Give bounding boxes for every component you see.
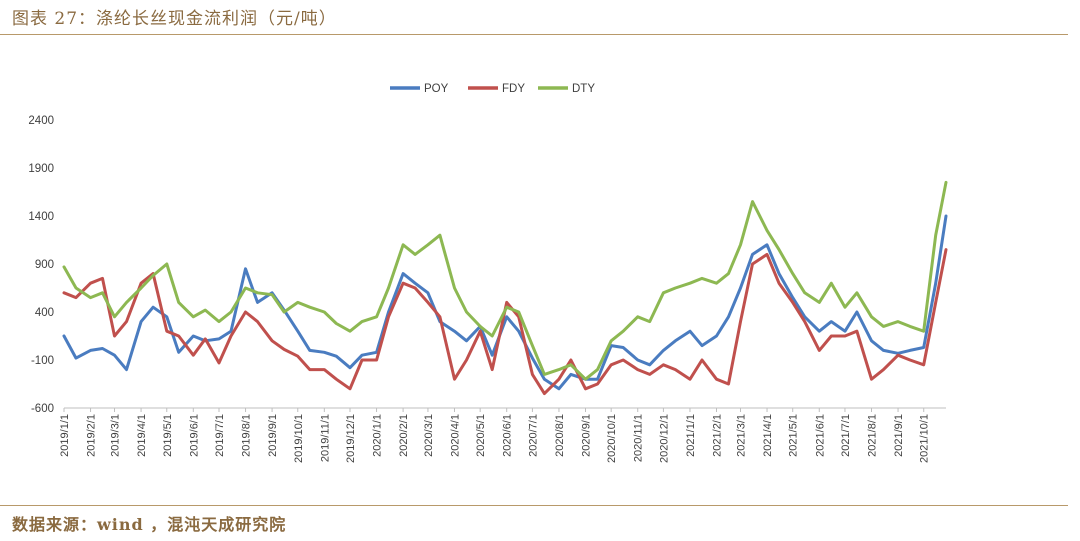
- chart-legend: POY FDY DTY: [390, 83, 595, 95]
- x-tick-label: 2021/9/1: [893, 414, 905, 457]
- x-tick-label: 2019/12/1: [345, 414, 357, 463]
- y-tick-label: 400: [35, 307, 54, 319]
- x-tick-label: 2020/1/1: [372, 414, 384, 457]
- x-tick-label: 2019/9/1: [267, 414, 279, 457]
- x-tick-label: 2019/5/1: [162, 414, 174, 457]
- x-tick-label: 2021/1/1: [685, 414, 697, 457]
- x-tick-label: 2019/2/1: [86, 414, 98, 457]
- x-tick-label: 2019/3/1: [110, 414, 122, 457]
- x-tick-label: 2019/10/1: [293, 414, 305, 463]
- x-tick-label: 2019/4/1: [136, 414, 148, 457]
- x-tick-label: 2020/4/1: [449, 414, 461, 457]
- x-tick-label: 2021/4/1: [762, 414, 774, 457]
- y-tick-label: 1400: [28, 211, 54, 223]
- figure-title: 图表 27：涤纶长丝现金流利润（元/吨）: [12, 9, 337, 29]
- x-tick-label: 2019/6/1: [188, 414, 200, 457]
- x-tick-label: 2019/7/1: [214, 414, 226, 457]
- x-tick-label: 2020/3/1: [423, 414, 435, 457]
- x-tick-label: 2021/5/1: [788, 414, 800, 457]
- x-tick-label: 2019/1/1: [59, 414, 71, 457]
- x-tick-label: 2020/6/1: [502, 414, 514, 457]
- y-tick-label: -600: [31, 403, 54, 415]
- x-tick-label: 2020/10/1: [606, 414, 618, 463]
- x-tick-label: 2019/8/1: [241, 414, 253, 457]
- x-tick-label: 2021/10/1: [919, 414, 931, 463]
- x-tick-label: 2020/11/1: [633, 414, 645, 462]
- series-line-poy: [62, 214, 948, 391]
- y-tick-label: -100: [31, 355, 54, 367]
- x-axis: 2019/1/1 2019/2/1 2019/3/1 2019/4/1 2019/5/1…: [59, 407, 946, 463]
- legend-label-fdy: FDY: [502, 83, 525, 95]
- x-tick-label: 2021/7/1: [840, 414, 852, 457]
- x-tick-label: 2021/6/1: [814, 414, 826, 457]
- x-tick-label: 2020/7/1: [527, 414, 539, 457]
- plot-area: [62, 180, 948, 396]
- y-axis: -600 -100 400 900 1400 1900 2400: [28, 115, 54, 415]
- y-tick-label: 900: [35, 259, 54, 271]
- x-tick-label: 2021/3/1: [735, 414, 747, 457]
- data-source: 数据来源：wind ，混沌天成研究院: [12, 515, 287, 534]
- x-tick-label: 2021/8/1: [867, 414, 879, 457]
- x-tick-label: 2021/2/1: [712, 414, 724, 457]
- source-divider: [0, 505, 1068, 506]
- legend-label-poy: POY: [424, 83, 449, 95]
- x-tick-label: 2019/11/1: [319, 414, 331, 462]
- title-divider: [0, 34, 1068, 35]
- x-tick-label: 2020/5/1: [475, 414, 487, 457]
- y-tick-label: 2400: [28, 115, 54, 127]
- series-line-dty: [62, 180, 948, 381]
- legend-label-dty: DTY: [572, 83, 595, 95]
- x-tick-label: 2020/8/1: [554, 414, 566, 457]
- y-tick-label: 1900: [28, 163, 54, 175]
- x-tick-label: 2020/2/1: [398, 414, 410, 457]
- series-line-fdy: [62, 248, 948, 396]
- x-tick-label: 2020/12/1: [658, 414, 670, 463]
- x-tick-label: 2020/9/1: [580, 414, 592, 457]
